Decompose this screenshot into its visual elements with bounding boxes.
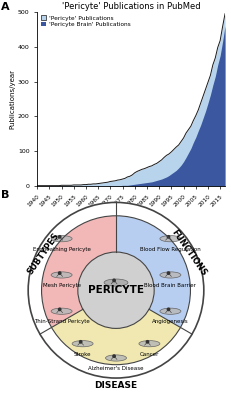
Wedge shape <box>51 309 180 365</box>
Ellipse shape <box>112 354 116 358</box>
Text: PERICYTE: PERICYTE <box>88 285 143 295</box>
Text: Cancer: Cancer <box>139 352 158 357</box>
Text: SUBTYPES: SUBTYPES <box>25 231 61 276</box>
Circle shape <box>28 202 203 378</box>
Ellipse shape <box>51 272 72 278</box>
Ellipse shape <box>159 236 180 242</box>
Ellipse shape <box>159 308 180 314</box>
Text: A: A <box>1 2 10 12</box>
Ellipse shape <box>51 236 72 242</box>
Ellipse shape <box>166 271 170 275</box>
Ellipse shape <box>112 278 116 282</box>
Text: Blood Flow Regulation: Blood Flow Regulation <box>140 247 200 252</box>
Y-axis label: Publications/year: Publications/year <box>9 69 15 129</box>
Ellipse shape <box>72 340 93 347</box>
Ellipse shape <box>105 355 126 361</box>
Wedge shape <box>116 216 190 328</box>
Wedge shape <box>28 202 203 378</box>
Ellipse shape <box>159 272 180 278</box>
Ellipse shape <box>166 308 170 311</box>
Title: 'Pericyte' Publications in PubMed: 'Pericyte' Publications in PubMed <box>61 2 200 11</box>
Ellipse shape <box>138 340 159 347</box>
Ellipse shape <box>58 271 61 275</box>
Text: Thin-Strand Pericyte: Thin-Strand Pericyte <box>33 319 89 324</box>
Ellipse shape <box>79 340 82 344</box>
Ellipse shape <box>166 235 170 239</box>
Ellipse shape <box>104 279 127 286</box>
Wedge shape <box>41 216 116 328</box>
Text: DISEASE: DISEASE <box>94 381 137 390</box>
Text: Blood Brain Barrier: Blood Brain Barrier <box>144 283 195 288</box>
Text: Alzheimer's Disease: Alzheimer's Disease <box>88 366 143 371</box>
Circle shape <box>77 252 154 328</box>
Text: Angiogenesis: Angiogenesis <box>152 319 188 324</box>
Text: Mesh Pericyte: Mesh Pericyte <box>43 283 80 288</box>
Ellipse shape <box>58 308 61 311</box>
Text: Ensheathing Pericyte: Ensheathing Pericyte <box>33 247 90 252</box>
Text: B: B <box>1 190 9 200</box>
Legend: 'Pericyte' Publications, 'Pericyte Brain' Publications: 'Pericyte' Publications, 'Pericyte Brain… <box>40 15 131 28</box>
Ellipse shape <box>58 235 61 239</box>
Ellipse shape <box>51 308 72 314</box>
Text: Stroke: Stroke <box>73 352 91 357</box>
X-axis label: Year: Year <box>122 209 139 218</box>
Ellipse shape <box>145 340 149 344</box>
Text: FUNCTIONS: FUNCTIONS <box>169 228 207 278</box>
